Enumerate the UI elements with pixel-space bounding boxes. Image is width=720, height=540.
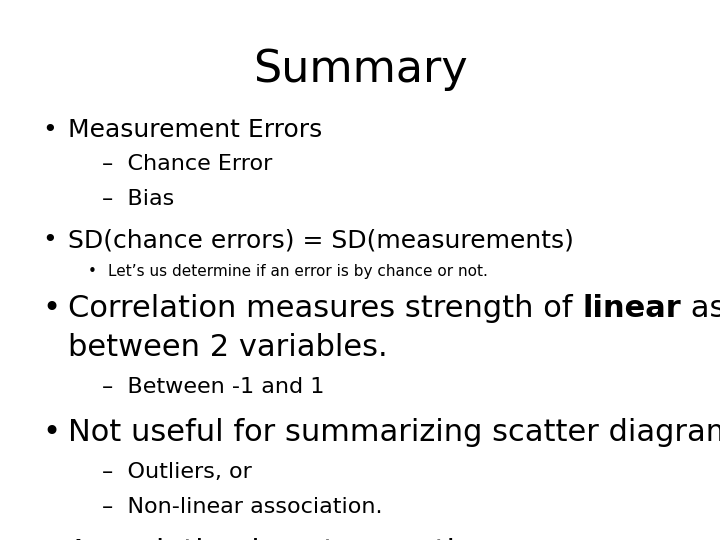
Text: association: association [681,294,720,323]
Text: –  Between -1 and 1: – Between -1 and 1 [102,377,325,397]
Text: –  Non-linear association.: – Non-linear association. [102,497,382,517]
Text: •: • [42,418,60,447]
Text: Let’s us determine if an error is by chance or not.: Let’s us determine if an error is by cha… [108,264,488,279]
Text: Correlation measures strength of: Correlation measures strength of [68,294,582,323]
Text: between 2 variables.: between 2 variables. [68,333,387,362]
Text: Measurement Errors: Measurement Errors [68,118,323,142]
Text: •: • [42,118,57,142]
Text: SD(chance errors) = SD(measurements): SD(chance errors) = SD(measurements) [68,228,574,252]
Text: –  Bias: – Bias [102,189,174,209]
Text: •: • [42,294,60,323]
Text: –  Outliers, or: – Outliers, or [102,462,252,482]
Text: •: • [88,264,97,279]
Text: linear: linear [582,294,681,323]
Text: Not useful for summarizing scatter diagrams with: Not useful for summarizing scatter diagr… [68,418,720,447]
Text: Association is not causation.: Association is not causation. [68,538,503,540]
Text: •: • [42,228,57,252]
Text: –  Chance Error: – Chance Error [102,154,272,174]
Text: •: • [42,538,60,540]
Text: Summary: Summary [253,48,467,91]
